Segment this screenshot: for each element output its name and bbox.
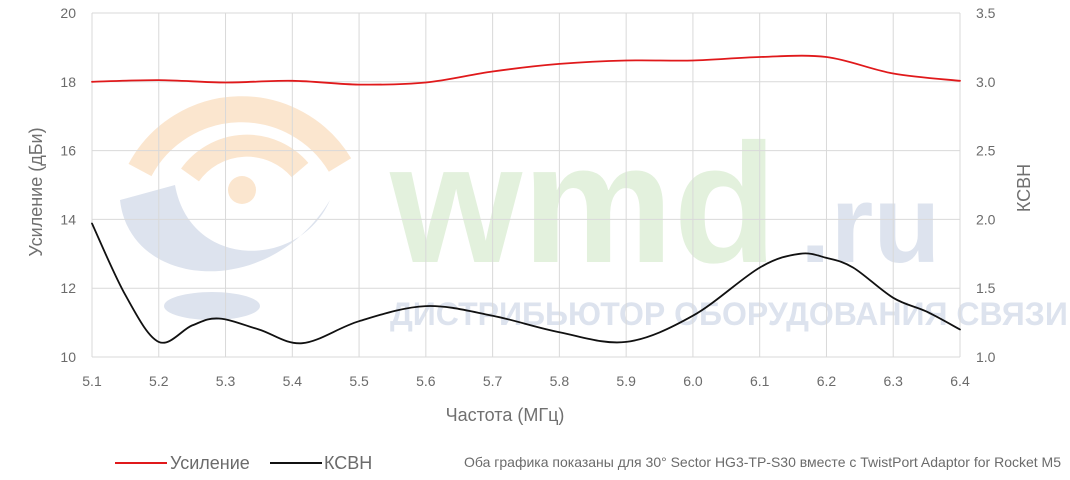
y2-tick-label: 1.5 [976, 280, 996, 296]
chart-note: Оба графика показаны для 30° Sector HG3-… [464, 454, 1061, 470]
x-tick-label: 6.4 [950, 373, 970, 389]
y-tick-label: 18 [60, 74, 76, 90]
y-tick-label: 14 [60, 211, 76, 227]
x-tick-label: 5.2 [149, 373, 169, 389]
plot-area [91, 54, 961, 345]
y-axis-left: 10 12 14 16 18 20 [60, 5, 76, 365]
y2-tick-label: 1.0 [976, 349, 996, 365]
x-tick-label: 5.5 [349, 373, 369, 389]
wifi-signal-icon [120, 96, 352, 320]
series-line-gain [91, 54, 961, 86]
y-axis-left-title: Усиление (дБи) [26, 127, 46, 256]
x-tick-label: 6.3 [883, 373, 903, 389]
legend-label-vswr: КСВН [324, 453, 372, 473]
watermark-brand: wmd [389, 109, 777, 299]
x-tick-label: 5.4 [283, 373, 303, 389]
watermark-tagline: ДИСТРИБЬЮТОР ОБОРУДОВАНИЯ СВЯЗИ [390, 296, 1068, 332]
y2-tick-label: 3.5 [976, 5, 996, 21]
x-tick-label: 5.7 [483, 373, 503, 389]
x-axis-title: Частота (МГц) [446, 405, 565, 425]
x-axis: 5.1 5.2 5.3 5.4 5.5 5.6 5.7 5.8 5.9 6.0 6.1 6.2 6.3 6… [82, 373, 970, 389]
x-tick-label: 5.6 [416, 373, 436, 389]
y-axis-right: 1.0 1.5 2.0 2.5 3.0 3.5 [976, 5, 996, 365]
legend: Усиление КСВН [115, 453, 372, 473]
y-tick-label: 16 [60, 143, 76, 159]
x-tick-label: 5.3 [216, 373, 236, 389]
y-tick-label: 12 [60, 280, 76, 296]
legend-label-gain: Усиление [170, 453, 250, 473]
y-tick-label: 10 [60, 349, 76, 365]
y2-tick-label: 2.0 [976, 211, 996, 227]
y2-tick-label: 2.5 [976, 143, 996, 159]
x-tick-label: 5.9 [616, 373, 636, 389]
x-tick-label: 5.1 [82, 373, 102, 389]
x-tick-label: 5.8 [550, 373, 570, 389]
watermark-domain: .ru [800, 163, 941, 286]
series-line-vswr [91, 222, 961, 345]
x-tick-label: 6.1 [750, 373, 770, 389]
x-tick-label: 6.2 [817, 373, 837, 389]
y-axis-right-title: КСВН [1014, 164, 1034, 212]
y-tick-label: 20 [60, 5, 76, 21]
x-tick-label: 6.0 [683, 373, 703, 389]
watermark: wmd .ru ДИСТРИБЬЮТОР ОБОРУДОВАНИЯ СВЯЗИ [120, 96, 1068, 332]
y2-tick-label: 3.0 [976, 74, 996, 90]
